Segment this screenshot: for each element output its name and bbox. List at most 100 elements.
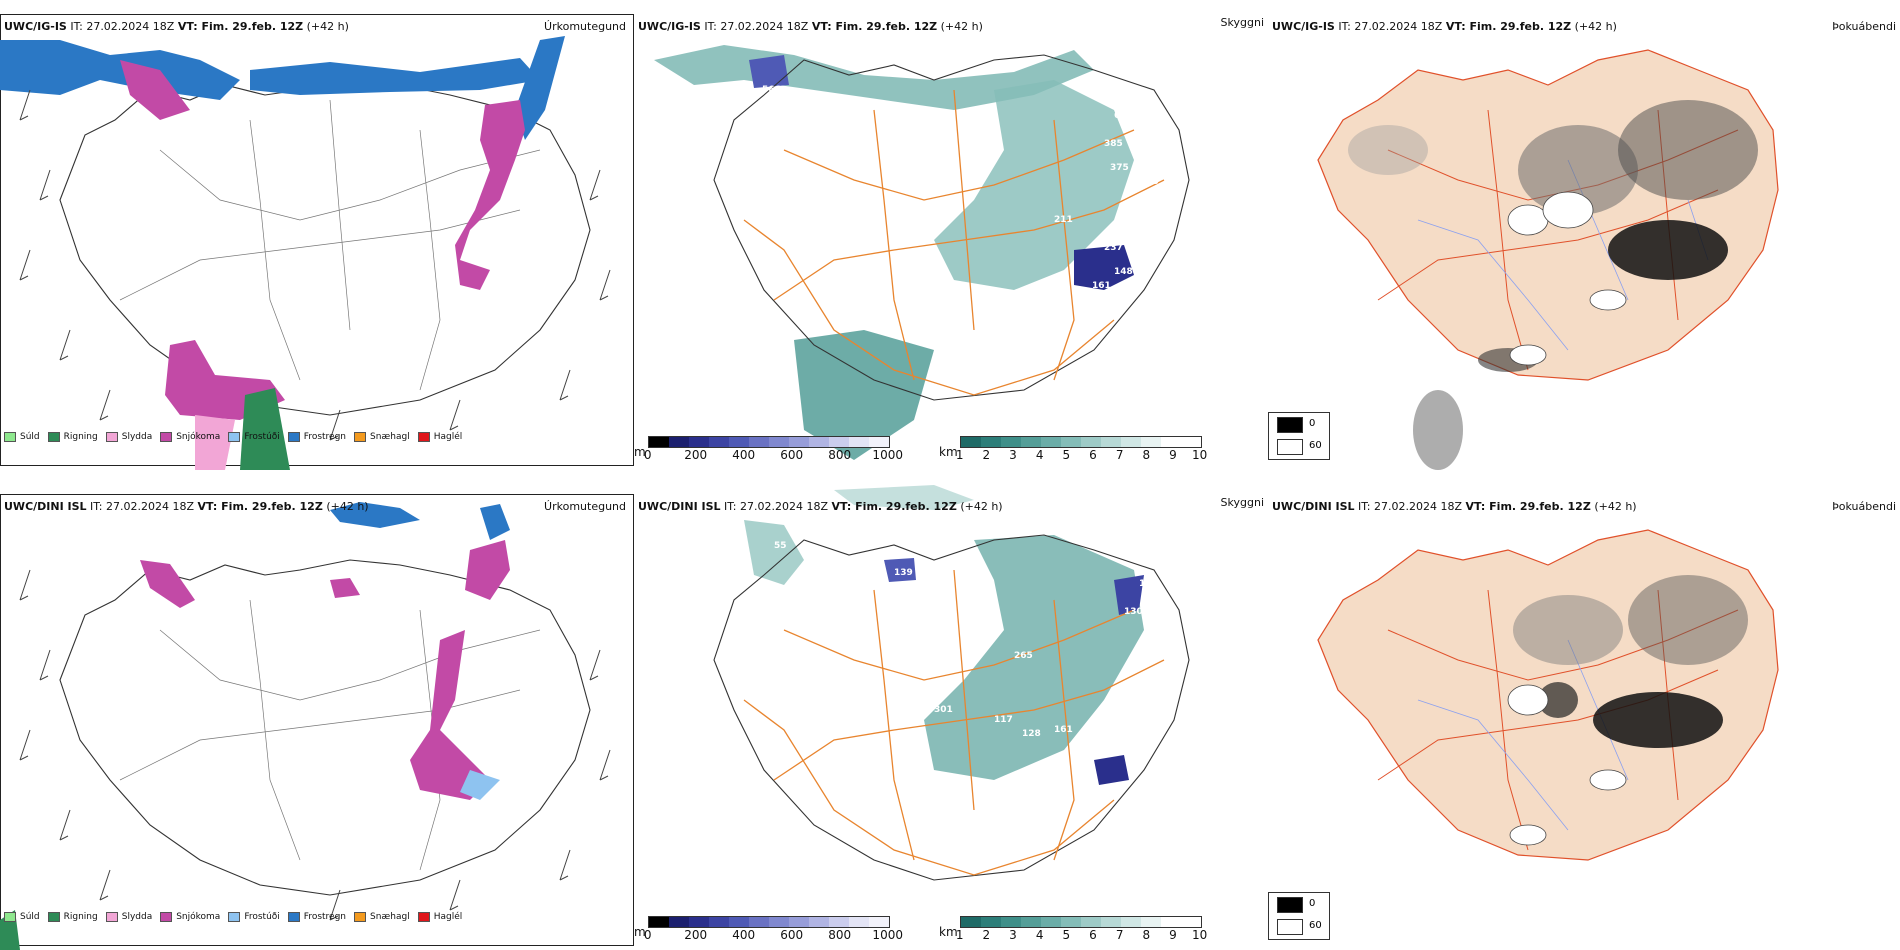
colorbar-cell (1120, 917, 1141, 927)
colorbar-tick-label: 8 (1142, 928, 1151, 942)
cloudbase-value: 237 (1104, 243, 1123, 253)
colorbar-cell (688, 437, 709, 447)
fog-legend-value: 0 (1309, 898, 1316, 909)
legend-item-snaehagl: Snæhagl (354, 432, 410, 442)
colorbar-tick-label: 10 (1192, 448, 1208, 462)
snjokoma-area (410, 630, 490, 800)
cloudbase-unit: m (634, 445, 646, 459)
low-cloudbase-area (1074, 245, 1134, 290)
fog-map (1317, 49, 1779, 470)
visibility-ticks: 1 2 3 4 5 6 7 8 9 10 (956, 448, 1207, 462)
precip-type-panel: UWC/IG-IS IT: 27.02.2024 18Z VT: Fim. 29… (0, 0, 634, 470)
colorbar-tick-label: 800 (828, 928, 852, 942)
fog-legend-swatch-dark (1277, 417, 1303, 433)
legend-item-sudl: Súld (4, 432, 40, 442)
colorbar-tick-label: 9 (1169, 448, 1177, 462)
colorbar-cell (748, 917, 769, 927)
cloudbase-value: 117 (994, 715, 1013, 725)
precip-type-map (0, 36, 611, 470)
colorbar-tick-label: 400 (732, 448, 756, 462)
colorbar-cell (1040, 917, 1061, 927)
colorbar-cell (1140, 917, 1161, 927)
colorbar-cell (1180, 437, 1201, 447)
cloudbase-labels: 55 139 14 130 265 301 117 128 161 124 15 (774, 541, 1152, 739)
legend-label: Snjókoma (176, 912, 221, 922)
frostregn-area (480, 504, 510, 540)
colorbar-cell (668, 917, 689, 927)
legend-swatch (160, 432, 173, 442)
colorbar-cell (708, 437, 729, 447)
precip-panel-title: Úrkomutegund (544, 500, 626, 513)
legend-item-slydda: Slydda (105, 432, 153, 442)
valid-time: VT: Fim. 29.feb. 12Z (811, 20, 938, 33)
panel-frame (0, 14, 634, 466)
colorbar-cell (728, 917, 749, 927)
cloudbase-value: 655 (784, 88, 803, 98)
colorbar-tick-label: 10 (1192, 928, 1208, 942)
colorbar-cell (960, 917, 981, 927)
cloudbase-value: 148 (1114, 267, 1133, 277)
colorbar-cell (708, 917, 729, 927)
colorbar-tick-label: 200 (684, 928, 708, 942)
precip-type-panel: UWC/DINI ISL IT: 27.02.2024 18Z VT: Fim.… (0, 480, 634, 950)
colorbar-cell (1140, 437, 1161, 447)
legend-swatch (354, 912, 367, 922)
legend-item-haglel: Haglél (417, 432, 462, 442)
colorbar-tick-label: 0 (643, 928, 652, 942)
legend-item-frostudi: Frostúði (228, 912, 280, 922)
legend-label: Slydda (121, 432, 153, 442)
legend-item-rigning: Rigning (47, 432, 98, 442)
legend-swatch (105, 432, 118, 442)
low-cloudbase-area (1094, 755, 1129, 785)
visibility-panel-title: Skyggni (1220, 16, 1264, 29)
legend-label: Snæhagl (370, 912, 410, 922)
colorbar-cell (748, 437, 769, 447)
legend-label: Frostúði (244, 432, 280, 442)
colorbar-cell (980, 917, 1001, 927)
cloudbase-color-cells (647, 916, 890, 928)
precip-panel-title: Úrkomutegund (544, 20, 626, 33)
init-time: IT: 27.02.2024 18Z (90, 500, 195, 513)
legend-item-slydda: Slydda (105, 912, 152, 922)
legend-label: Snjókoma (176, 432, 221, 442)
colorbar-cell (1080, 437, 1101, 447)
frostudi-area (460, 770, 500, 800)
legend-label: Rigning (63, 912, 98, 922)
legend-label: Snæhagl (370, 432, 410, 442)
colorbar-cell (980, 437, 1001, 447)
low-cloudbase-area (1114, 575, 1144, 615)
cloudbase-value: 265 (1014, 651, 1033, 661)
visibility-map: 55 139 14 130 265 301 117 128 161 124 15 (713, 485, 1190, 881)
colorbar-cell (728, 437, 749, 447)
colorbar-cell (668, 437, 689, 447)
colorbar-cell (648, 917, 669, 927)
low-visibility-area (794, 330, 934, 460)
colorbar-tick-label: 7 (1115, 448, 1124, 462)
legend-item-snjokoma: Snjókoma (160, 912, 220, 922)
cloudbase-colorbar: m 0 200 400 600 800 1000 (634, 436, 903, 462)
init-time: IT: 27.02.2024 18Z (1338, 20, 1443, 33)
low-visibility-area (744, 520, 804, 585)
cloudbase-value: 660 (1114, 111, 1133, 121)
frostregn-area (515, 36, 565, 140)
snjokoma-area (140, 560, 195, 608)
colorbar-cell (1060, 437, 1081, 447)
fog-legend-value: 0 (1309, 418, 1316, 429)
cloudbase-value: 55 (774, 541, 787, 551)
colorbar-cell (1100, 437, 1121, 447)
fog-panel: UWC/DINI ISL IT: 27.02.2024 18Z VT: Fim.… (1268, 480, 1900, 950)
colorbar-cell (1180, 917, 1201, 927)
colorbar-tick-label: 3 (1009, 928, 1017, 942)
lead-time: (+42 h) (1574, 20, 1617, 33)
legend-swatch (354, 432, 367, 442)
colorbar-cell (868, 917, 889, 927)
colorbar-cell (808, 917, 829, 927)
fog-panel: UWC/IG-IS IT: 27.02.2024 18Z VT: Fim. 29… (1268, 0, 1900, 470)
colorbar-cell (648, 437, 669, 447)
lead-time: (+42 h) (940, 20, 983, 33)
colorbar-tick-label: 600 (780, 448, 804, 462)
colorbar-cell (1000, 917, 1021, 927)
cloudbase-value: 130 (1124, 607, 1143, 617)
init-time: IT: 27.02.2024 18Z (1358, 500, 1463, 513)
cloudbase-ticks: 0 200 400 600 800 1000 (644, 928, 903, 942)
